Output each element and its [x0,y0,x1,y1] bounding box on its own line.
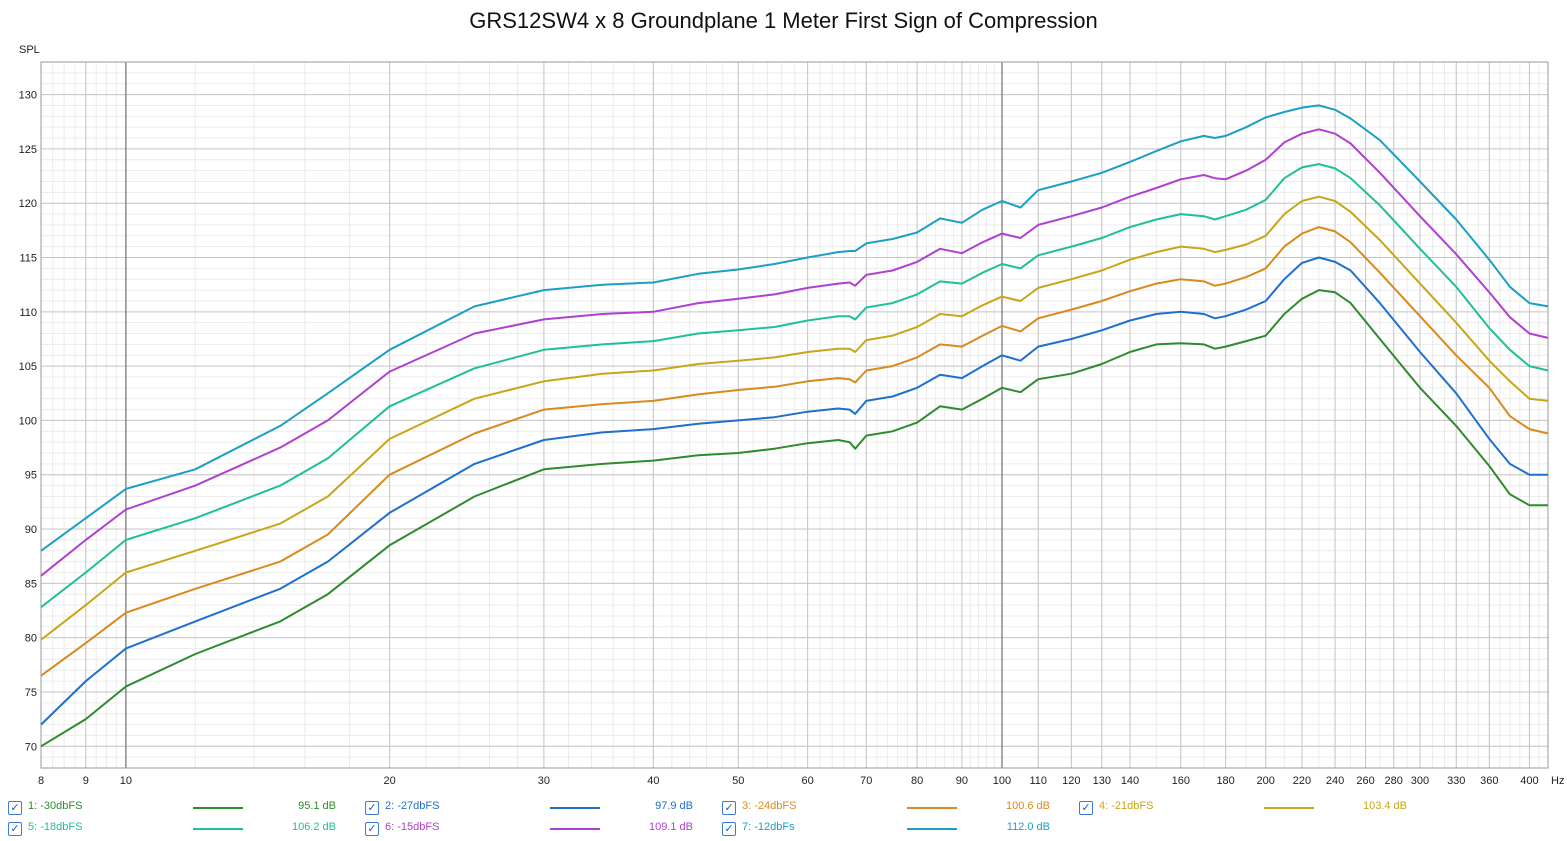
x-tick-label: 80 [911,775,923,787]
legend-item: ✓ 5: -18dbFS 106.2 dB [8,821,358,841]
y-tick-label: 110 [19,307,37,319]
y-tick-label: 125 [19,144,37,156]
x-tick-label: 160 [1172,775,1190,787]
series-visibility-checkbox[interactable]: ✓ [8,801,22,815]
y-tick-label: 95 [25,470,37,482]
minor-gridlines [40,61,1549,769]
y-tick-label: 90 [25,524,37,536]
x-tick-label: 100 [993,775,1011,787]
x-tick-label: 400 [1520,775,1538,787]
legend-series-name: 5: -18dbFS [28,821,83,833]
y-tick-label: 70 [25,741,37,753]
legend-line-swatch [550,807,600,809]
series-line-5 [40,163,1549,608]
legend-value: 95.1 dB [298,800,336,812]
series-line-1 [40,289,1548,748]
legend-line-swatch [1264,807,1314,809]
x-tick-label: 120 [1062,775,1080,787]
x-tick-label: 40 [647,775,659,787]
legend-series-name: 4: -21dbFS [1099,800,1154,812]
y-tick-label: 120 [19,198,37,210]
chart-title: GRS12SW4 x 8 Groundplane 1 Meter First S… [469,8,1098,33]
x-tick-label: 360 [1480,775,1498,787]
x-tick-label: 130 [1093,775,1111,787]
x-tick-label: 70 [860,775,872,787]
y-axis-ticks: 70 75 80 85 90 95 100 105 110 115 120 125 130 [19,90,37,754]
legend-item: ✓ 2: -27dbFS 97.9 dB [365,800,715,820]
x-tick-label: 240 [1326,775,1344,787]
x-tick-label: 10 [120,775,132,787]
series-line-6 [40,128,1549,577]
x-tick-label: 280 [1385,775,1403,787]
legend-item: ✓ 3: -24dbFS 100.6 dB [722,800,1072,820]
legend-line-swatch [193,807,243,809]
legend-series-name: 2: -27dbFS [385,800,440,812]
legend-series-name: 6: -15dbFS [385,821,440,833]
x-tick-label: 110 [1029,775,1047,787]
x-tick-label: 300 [1411,775,1429,787]
legend-series-name: 1: -30dbFS [28,800,83,812]
series-lines [40,104,1549,748]
legend-line-swatch [907,828,957,830]
legend-line-swatch [907,807,957,809]
legend-value: 112.0 dB [1006,821,1050,833]
series-visibility-checkbox[interactable]: ✓ [722,822,736,836]
y-tick-label: 75 [25,687,37,699]
x-axis-ticks: 8 9 10 20 30 40 50 60 70 80 90 100 110 120 130 140 160 18… [38,775,1539,787]
plot-frame [40,61,1549,769]
legend-value: 103.4 dB [1362,800,1407,812]
x-tick-label: 260 [1356,775,1374,787]
x-tick-label: 140 [1121,775,1139,787]
y-tick-label: 80 [25,633,37,645]
series-visibility-checkbox[interactable]: ✓ [722,801,736,815]
y-axis-label: SPL [19,44,40,56]
legend-line-swatch [550,828,600,830]
series-line-2 [40,256,1548,726]
legend-value: 106.2 dB [291,821,336,833]
legend-series-name: 3: -24dbFS [742,800,797,812]
legend-item: ✓ 4: -21dbFS 103.4 dB [1079,800,1429,820]
legend-item: ✓ 1: -30dbFS 95.1 dB [8,800,358,820]
legend-value: 97.9 dB [655,800,693,812]
y-tick-label: 105 [19,361,37,373]
x-tick-label: 90 [956,775,968,787]
series-visibility-checkbox[interactable]: ✓ [8,822,22,836]
x-tick-label: 180 [1216,775,1234,787]
series-visibility-checkbox[interactable]: ✓ [365,822,379,836]
series-line-4 [40,195,1549,641]
x-tick-label: 8 [38,775,44,787]
series-line-7 [40,104,1549,552]
x-axis-unit: Hz [1551,775,1564,787]
x-tick-label: 50 [732,775,744,787]
x-tick-label: 220 [1293,775,1311,787]
y-tick-label: 100 [19,415,37,427]
y-tick-label: 85 [25,578,37,590]
y-tick-label: 130 [19,90,37,102]
series-visibility-checkbox[interactable]: ✓ [1079,801,1093,815]
series-visibility-checkbox[interactable]: ✓ [365,801,379,815]
legend-item: ✓ 7: -12dbFs 112.0 dB [722,821,1072,841]
x-tick-label: 30 [538,775,550,787]
legend-line-swatch [193,828,243,830]
legend-value: 109.1 dB [648,821,693,833]
legend-item: ✓ 6: -15dbFS 109.1 dB [365,821,715,841]
legend-value: 100.6 dB [1005,800,1050,812]
y-tick-label: 115 [19,253,37,265]
x-tick-label: 200 [1257,775,1275,787]
legend-series-name: 7: -12dbFs [742,821,795,833]
x-tick-label: 60 [802,775,814,787]
x-tick-label: 330 [1447,775,1465,787]
series-line-3 [40,226,1549,677]
x-tick-label: 20 [384,775,396,787]
x-tick-label: 9 [83,775,89,787]
